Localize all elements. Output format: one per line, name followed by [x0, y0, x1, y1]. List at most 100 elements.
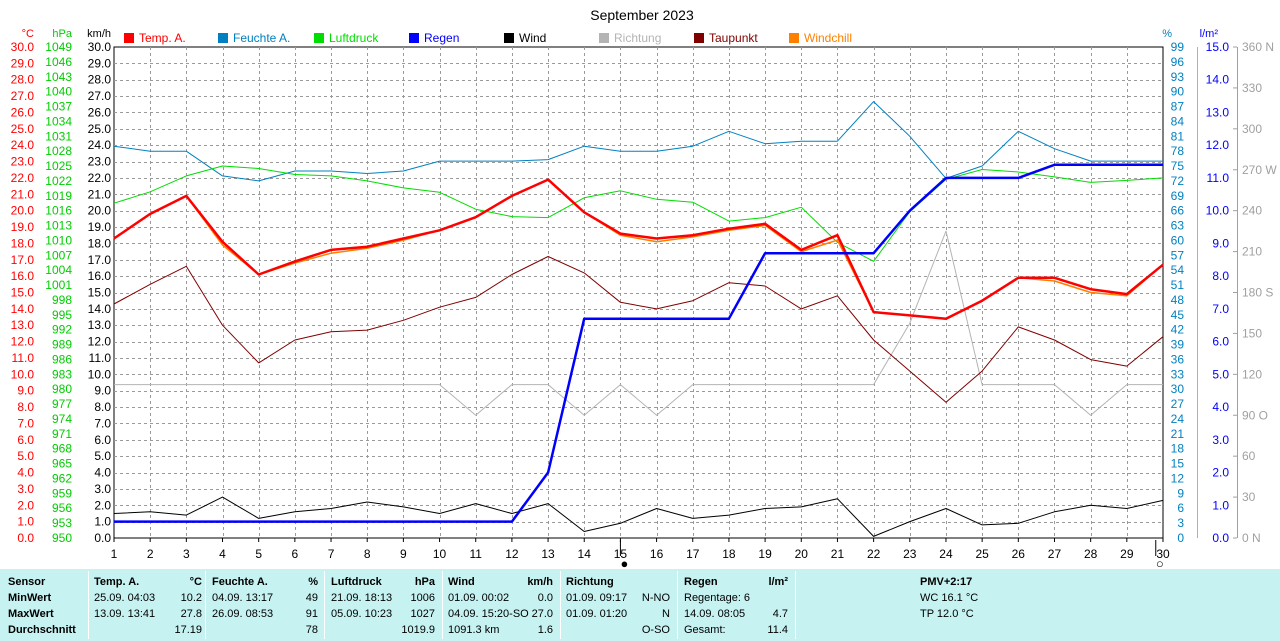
humidity-axis-label: 57 [1171, 248, 1185, 262]
humidity-axis-label: 6 [1177, 501, 1184, 515]
temp-axis-label: 23.0 [11, 155, 35, 169]
stats-rain-max-value: 4.7 [772, 608, 788, 620]
legend-temp-a-swatch [124, 33, 134, 43]
temp-axis-label: 22.0 [11, 171, 35, 185]
temp-axis-label: 7.0 [17, 416, 34, 430]
stats-humidity-max-value: 91 [305, 608, 318, 620]
humidity-axis-label: 0 [1177, 531, 1184, 545]
humidity-axis-label: 93 [1171, 70, 1185, 84]
x-tick-label: 16 [650, 547, 664, 561]
legend-luftdruck-swatch [314, 33, 324, 43]
rain-axis-label: 7.0 [1212, 302, 1229, 316]
legend-feuchte-a-swatch [218, 33, 228, 43]
temp-axis-label: 9.0 [17, 384, 34, 398]
legend-windchill-label: Windchill [804, 31, 852, 45]
legend-windchill-swatch [789, 33, 799, 43]
rain-axis-label: 8.0 [1212, 269, 1229, 283]
rain-axis-label: 15.0 [1206, 40, 1230, 54]
legend-luftdruck-label: Luftdruck [329, 31, 379, 45]
stats-temp-min-when: 25.09. 04:03 [94, 592, 156, 604]
stats-sensor-column: Sensor MinWert MaxWert Durchschnitt [8, 569, 88, 641]
wind-axis-label: 19.0 [88, 220, 112, 234]
humidity-axis-label: 42 [1171, 323, 1185, 337]
humidity-axis-label: 12 [1171, 471, 1185, 485]
temp-axis-label: 8.0 [17, 400, 34, 414]
temp-axis-label: 5.0 [17, 449, 34, 463]
humidity-axis-unit: % [1162, 28, 1172, 40]
temp-axis-label: 10.0 [11, 367, 35, 381]
x-tick-label: 25 [975, 547, 989, 561]
wind-axis-label: 2.0 [94, 498, 111, 512]
humidity-axis-label: 21 [1171, 427, 1185, 441]
pressure-axis-label: 1016 [45, 204, 72, 218]
legend-taupunkt-swatch [694, 33, 704, 43]
stats-rain-header: Regen [684, 576, 718, 588]
wind-axis-label: 26.0 [88, 105, 112, 119]
grid [113, 46, 1164, 539]
x-tick-label: 8 [364, 547, 371, 561]
humidity-axis-label: 24 [1171, 412, 1185, 426]
pressure-axis-label-unit: hPa [52, 28, 72, 40]
pressure-axis-label: 953 [52, 516, 72, 530]
humidity-axis-label: 33 [1171, 367, 1185, 381]
series-richtung-line [114, 230, 1163, 416]
stats-humidity-column: Feuchte A. % 04.09. 13:17 49 26.09. 08:5… [212, 569, 318, 641]
stats-max-label: MaxWert [8, 608, 54, 620]
pressure-axis-label: 1031 [45, 129, 72, 143]
direction-axis-label: 120 [1242, 367, 1262, 381]
stats-wind-max-when: 04.09. 15:20-SO [448, 608, 529, 620]
stats-temp-min-value: 10.2 [180, 592, 202, 604]
direction-axis-label: 90 O [1242, 408, 1268, 422]
stats-pressure-avg: 1019.9 [401, 624, 435, 636]
x-tick-label: 5 [255, 547, 262, 561]
x-tick-label: 21 [831, 547, 845, 561]
pressure-axis-label: 1022 [45, 174, 72, 188]
x-tick-label: 17 [686, 547, 700, 561]
temp-axis-label: 27.0 [11, 89, 35, 103]
rain-axis-label: 11.0 [1207, 171, 1230, 185]
temp-axis-label: 1.0 [17, 515, 34, 529]
pressure-axis-label: 1010 [45, 233, 72, 247]
stats-direction-max-when: 01.09. 01:20 [566, 608, 628, 620]
rain-axis-unit: l/m² [1200, 28, 1219, 40]
humidity-axis-label: 72 [1171, 174, 1185, 188]
stats-direction-avg: O-SO [641, 624, 670, 636]
wind-axis-label: 30.0 [88, 40, 112, 54]
temp-axis-label: 29.0 [11, 56, 35, 70]
rain-axis-label: 10.0 [1206, 204, 1230, 218]
wind-axis-label: 12.0 [88, 335, 112, 349]
stats-pressure-min-when: 21.09. 18:13 [331, 592, 393, 604]
x-tick-label: 23 [903, 547, 917, 561]
stats-humidity-header: Feuchte A. [212, 576, 268, 588]
rain-axis-label: 13.0 [1206, 105, 1230, 119]
direction-axis-label: 240 [1242, 204, 1262, 218]
pressure-axis-label: 1019 [45, 189, 72, 203]
pressure-axis-label: 998 [52, 293, 72, 307]
temp-axis-label: 19.0 [11, 220, 35, 234]
pressure-axis-label: 1037 [45, 100, 72, 114]
x-tick-label: 2 [147, 547, 154, 561]
stats-rain-total: 11.4 [767, 624, 788, 636]
stats-temp-column: Temp. A. °C 25.09. 04:03 10.2 13.09. 13:… [94, 569, 202, 641]
temp-axis-label: 2.0 [17, 498, 34, 512]
wind-axis-label: 4.0 [94, 466, 111, 480]
full-moon-icon: ○ [1156, 556, 1164, 569]
stats-wind-header: Wind [448, 576, 475, 588]
pressure-axis-label: 1046 [45, 55, 72, 69]
x-tick-label: 13 [541, 547, 555, 561]
x-tick-label: 12 [505, 547, 519, 561]
humidity-axis-label: 87 [1171, 100, 1185, 114]
direction-axis-label: 270 W [1242, 163, 1277, 177]
humidity-axis-label: 51 [1171, 278, 1185, 292]
direction-axis-label: 0 N [1242, 531, 1261, 545]
stats-direction-min-when: 01.09. 09:17 [566, 592, 628, 604]
stats-pmv-title: PMV+2:17 [920, 576, 973, 588]
pressure-axis-label: 983 [52, 367, 72, 381]
temp-axis-label: 28.0 [11, 73, 35, 87]
wind-axis-label: 17.0 [88, 253, 112, 267]
stats-wind-min-when: 01.09. 00:02 [448, 592, 510, 604]
series-taupunkt-line [113, 256, 1164, 403]
stats-sensor-header: Sensor [8, 576, 46, 588]
legend: Temp. A. Feuchte A. Luftdruck Regen Wind Rich… [124, 31, 852, 45]
pressure-axis-label: 974 [52, 412, 72, 426]
